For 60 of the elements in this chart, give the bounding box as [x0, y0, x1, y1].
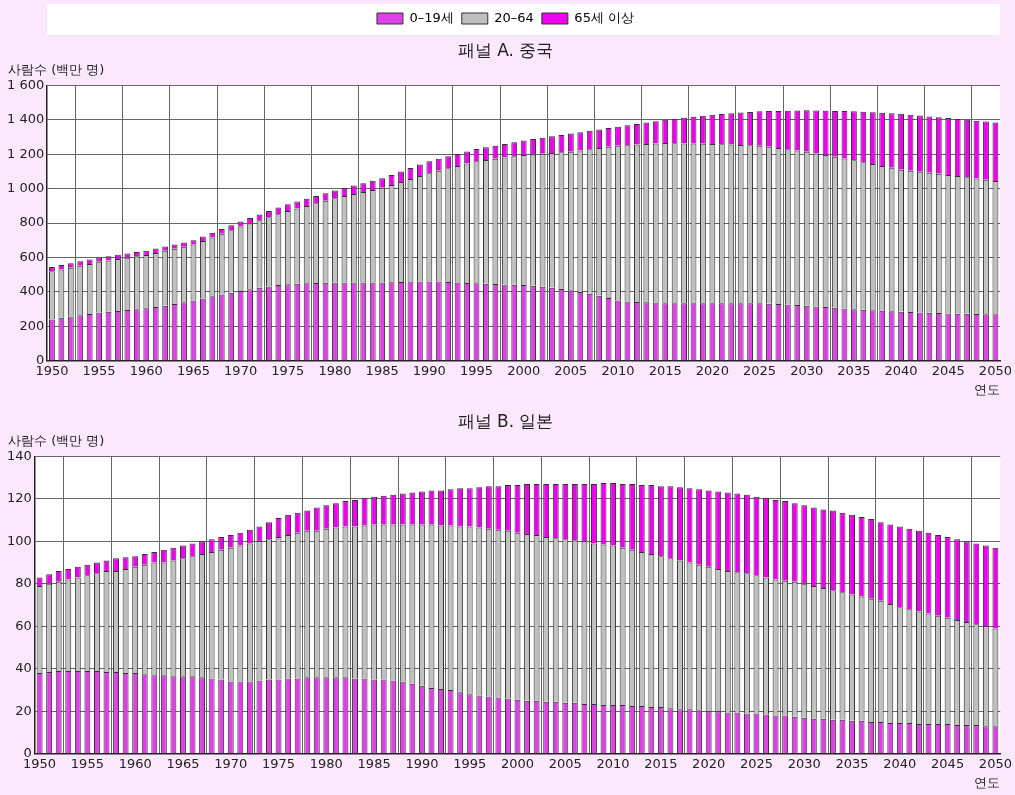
x-tick-label: 1965 [166, 755, 200, 771]
x-tick-label: 1955 [70, 755, 104, 771]
x-tick-label: 1960 [118, 755, 152, 771]
x-tick-label: 2035 [837, 362, 871, 378]
y-tick-label: 120 [6, 490, 32, 506]
y-tick-label: 600 [19, 248, 45, 264]
x-tick-label: 2010 [601, 362, 635, 378]
x-tick-label: 1995 [459, 362, 494, 378]
x-tick-label: 1995 [453, 755, 487, 771]
x-tick-label: 2005 [548, 755, 582, 771]
y-tick-label: 200 [19, 317, 45, 333]
chart-title: 패널 A. 중국 [457, 39, 554, 60]
y-tick-label: 1 200 [7, 145, 45, 161]
x-tick-label: 1975 [271, 362, 305, 378]
x-tick-label: 1985 [357, 755, 391, 771]
y-tick-label: 20 [15, 702, 32, 718]
legend-label: 65세 이상 [574, 9, 635, 25]
x-tick-label: 2040 [883, 755, 917, 771]
x-axis-title: 연도 [974, 381, 1001, 397]
x-tick-label: 2020 [695, 362, 729, 378]
x-tick-label: 1990 [405, 755, 439, 771]
x-tick-label: 2000 [507, 362, 541, 378]
chart-title: 패널 B. 일본 [457, 410, 554, 431]
x-tick-label: 1990 [412, 362, 446, 378]
x-tick-label: 2030 [790, 362, 824, 378]
x-tick-label: 2000 [500, 755, 535, 771]
x-tick-label: 1980 [309, 755, 343, 771]
y-tick-label: 1 400 [7, 111, 45, 127]
x-tick-label: 1970 [224, 362, 258, 378]
legend-label: 20–64 [494, 9, 534, 25]
x-tick-label: 2025 [739, 755, 774, 771]
x-tick-label: 2050 [978, 362, 1012, 378]
y-tick-label: 40 [15, 660, 32, 676]
x-tick-label: 2030 [787, 755, 821, 771]
x-tick-label: 2040 [884, 362, 918, 378]
x-axis-title: 연도 [974, 774, 1001, 790]
x-tick-label: 1980 [318, 362, 352, 378]
x-tick-label: 1970 [214, 755, 248, 771]
x-tick-label: 2015 [648, 362, 682, 378]
legend-label: 0–19세 [409, 9, 454, 25]
y-tick-label: 400 [19, 283, 45, 299]
x-tick-label: 1985 [365, 362, 399, 378]
y-tick-label: 80 [15, 575, 32, 591]
x-tick-label: 2020 [692, 755, 726, 771]
x-tick-label: 1975 [262, 755, 296, 771]
x-tick-label: 1960 [129, 362, 163, 378]
y-tick-label: 1 000 [7, 180, 45, 196]
x-tick-label: 2005 [554, 362, 588, 378]
x-tick-label: 2015 [644, 755, 678, 771]
y-tick-label: 60 [15, 617, 32, 633]
x-tick-label: 2045 [931, 362, 965, 378]
x-tick-label: 2010 [596, 755, 630, 771]
x-tick-label: 2045 [931, 755, 965, 771]
x-tick-label: 1965 [176, 362, 210, 378]
y-tick-label: 100 [6, 532, 32, 548]
x-tick-label: 1955 [82, 362, 116, 378]
x-tick-label: 2050 [978, 755, 1012, 771]
x-tick-label: 2025 [743, 362, 777, 378]
y-tick-label: 800 [19, 214, 45, 230]
x-tick-label: 2035 [835, 755, 869, 771]
